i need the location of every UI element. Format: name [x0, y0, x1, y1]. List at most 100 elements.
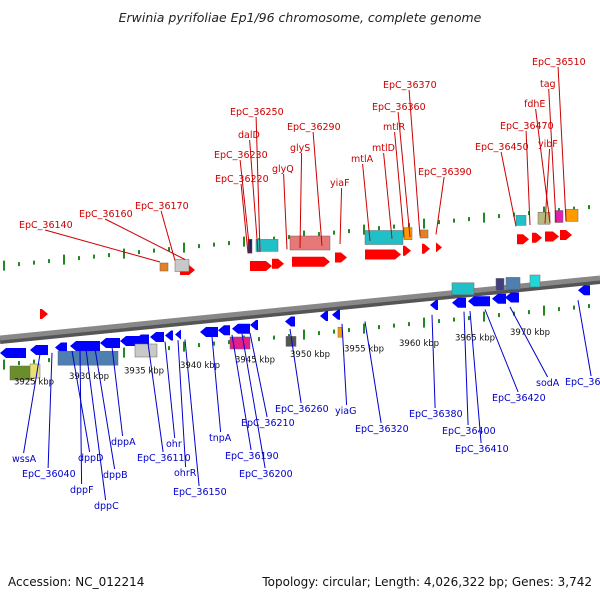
reverse-gene-label: EpC_36380	[409, 409, 463, 420]
feature-box	[537, 211, 551, 225]
feature-box	[159, 262, 169, 272]
scale-label: 3950 kbp	[290, 350, 330, 360]
forward-gene-arrow	[40, 309, 48, 319]
reverse-gene-label: EpC_36040	[22, 469, 76, 480]
feature-box	[337, 326, 343, 338]
forward-gene-label: EpC_36450	[475, 142, 529, 153]
reverse-gene-label: EpC_36210	[241, 418, 295, 429]
reverse-label-line	[241, 333, 266, 469]
forward-label-line	[255, 116, 261, 253]
scale-label: 3965 kbp	[455, 334, 495, 344]
feature-box	[229, 336, 251, 350]
forward-label-line	[525, 130, 531, 226]
forward-gene-arrow	[272, 258, 284, 269]
scale-label: 3960 kbp	[399, 339, 439, 349]
reverse-label-line	[341, 323, 348, 406]
feature-box	[419, 229, 429, 239]
feature-box	[529, 274, 541, 288]
forward-label-line	[435, 176, 445, 235]
reverse-label-line	[469, 310, 482, 444]
feature-box	[29, 363, 41, 379]
reverse-label-line	[177, 340, 187, 468]
reverse-gene-arrow	[120, 336, 140, 346]
forward-label-line	[312, 131, 323, 246]
map-title: Erwinia pyrifoliae Ep1/96 chromosome, co…	[118, 10, 482, 25]
reverse-gene-label: EpC_36190	[225, 451, 279, 462]
reverse-label-line	[211, 336, 222, 433]
reverse-label-line	[577, 300, 592, 377]
forward-gene-arrow	[365, 249, 401, 260]
forward-label-line	[283, 173, 288, 250]
reverse-gene-label: EpC_36200	[239, 469, 293, 480]
forward-gene-label: EpC_36390	[418, 167, 472, 178]
scale-label: 3925 kbp	[14, 378, 54, 388]
forward-label-line	[44, 229, 161, 263]
forward-label-line	[383, 152, 393, 239]
forward-label-line	[362, 163, 371, 242]
forward-gene-arrow	[560, 230, 572, 240]
reverse-gene-label: EpC_36440	[565, 377, 600, 388]
reverse-label-line	[364, 321, 382, 424]
reverse-gene-arrow	[232, 323, 250, 334]
reverse-gene-arrow	[320, 311, 328, 321]
reverse-label-line	[94, 348, 116, 470]
feature-box	[403, 227, 413, 240]
forward-label-line	[500, 151, 517, 227]
label-layer: 3925 kbp 3930 kbp 3935 kbp 3940 kbp 3945 kbp…	[12, 57, 600, 512]
reverse-label-line	[509, 306, 549, 378]
forward-gene-label: dalD	[238, 130, 260, 141]
forward-label-line	[557, 66, 567, 222]
reverse-gene-arrow	[505, 292, 519, 303]
reverse-label-line	[431, 314, 436, 409]
forward-gene-arrow	[335, 252, 347, 263]
reverse-gene-label: dppA	[111, 437, 136, 448]
forward-label-line	[544, 148, 551, 224]
forward-gene-label: fdhE	[524, 99, 545, 110]
feature-box	[255, 239, 279, 252]
forward-label-line	[299, 152, 303, 249]
reverse-gene-arrow	[55, 342, 67, 353]
forward-gene-arrow	[250, 261, 272, 271]
reverse-gene-label: ohrR	[174, 468, 197, 479]
forward-label-line	[397, 111, 411, 238]
reverse-gene-label: EpC_36420	[492, 393, 546, 404]
forward-gene-label: glyS	[290, 143, 310, 154]
forward-gene-arrow	[422, 243, 430, 254]
reverse-label-line	[71, 350, 91, 453]
reverse-label-line	[23, 353, 41, 454]
forward-label-line	[160, 210, 176, 261]
reverse-gene-arrow	[100, 338, 120, 348]
reverse-gene-label: EpC_36320	[355, 424, 409, 435]
reverse-gene-label: EpC_36260	[275, 404, 329, 415]
forward-label-line	[339, 187, 343, 245]
reverse-gene-arrow	[430, 300, 438, 310]
reverse-label-line	[85, 349, 107, 501]
backbone-shadow	[0, 278, 600, 344]
reverse-label-line	[47, 352, 53, 469]
forward-gene-label: EpC_36170	[135, 201, 189, 212]
reverse-label-line	[111, 346, 124, 437]
scale-label: 3935 kbp	[124, 367, 164, 377]
forward-gene-label: EpC_36360	[372, 102, 426, 113]
reverse-gene-label: dppF	[70, 485, 94, 496]
feature-box	[134, 343, 158, 358]
reverse-gene-arrow	[175, 329, 181, 340]
reverse-gene-label: dppD	[78, 453, 103, 464]
reverse-gene-label: sodA	[536, 378, 560, 389]
feature-box	[495, 278, 505, 291]
reverse-gene-arrow	[0, 348, 26, 358]
reverse-gene-label: EpC_36110	[137, 453, 191, 464]
reverse-gene-arrow	[165, 330, 173, 341]
reverse-label-line	[231, 334, 252, 451]
reverse-gene-arrow	[285, 316, 295, 327]
reverse-gene-arrow	[150, 332, 164, 342]
forward-gene-label: mtlR	[383, 122, 406, 133]
reverse-gene-label: EpC_36410	[455, 444, 509, 455]
forward-gene-label: EpC_36370	[383, 80, 437, 91]
reverse-label-line	[184, 339, 200, 487]
reverse-label-line	[484, 309, 519, 393]
forward-label-line	[535, 108, 551, 224]
forward-label-line	[240, 183, 249, 254]
